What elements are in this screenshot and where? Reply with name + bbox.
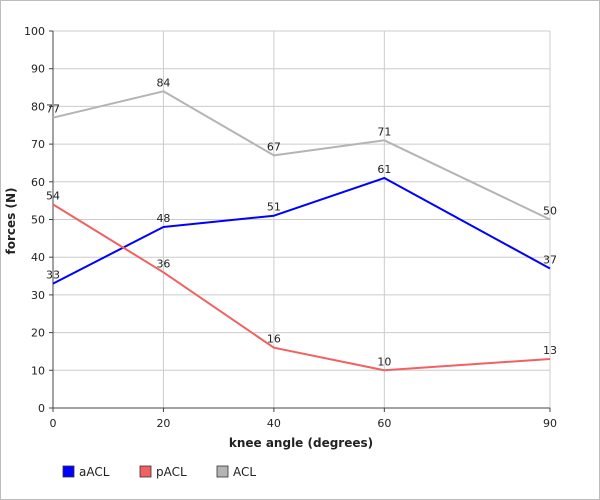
data-label-acl: 71 <box>377 125 391 138</box>
data-label-pacl: 13 <box>543 344 557 357</box>
y-axis-title: forces (N) <box>4 188 18 255</box>
axis-layer: 0 10 20 30 40 50 60 70 80 90 100 0 20 40 60 90 <box>24 25 557 430</box>
y-tick-label: 60 <box>31 176 45 189</box>
legend-label-acl: ACL <box>233 465 256 479</box>
data-label-aacl: 51 <box>267 201 281 214</box>
data-label-pacl: 54 <box>46 189 60 202</box>
x-tick-label: 40 <box>267 417 281 430</box>
y-tick-label: 50 <box>31 214 45 227</box>
data-label-layer: 33 48 51 61 37 54 36 16 10 13 77 84 67 71 50 <box>46 76 557 368</box>
y-tick-label: 10 <box>31 364 45 377</box>
series-line-acl <box>52 90 551 221</box>
x-tick-label: 90 <box>543 417 557 430</box>
legend: aACL pACL ACL <box>62 465 256 479</box>
data-label-acl: 67 <box>267 140 281 153</box>
legend-label-aacl: aACL <box>79 465 110 479</box>
x-tick-label: 20 <box>156 417 170 430</box>
y-tick-label: 0 <box>38 402 45 415</box>
y-tick-label: 40 <box>31 251 45 264</box>
data-label-pacl: 10 <box>377 355 391 368</box>
legend-label-pacl: pACL <box>156 465 187 479</box>
legend-swatch-pacl <box>139 465 152 478</box>
y-tick-label: 80 <box>31 100 45 113</box>
grid-layer <box>52 30 551 409</box>
y-tick-label: 70 <box>31 138 45 151</box>
data-label-acl: 50 <box>543 205 557 218</box>
series-line-aacl <box>52 177 551 285</box>
data-label-aacl: 33 <box>46 269 60 282</box>
y-tick-label: 30 <box>31 289 45 302</box>
x-axis-title: knee angle (degrees) <box>229 436 373 450</box>
data-label-acl: 84 <box>156 76 170 89</box>
x-tick-label: 60 <box>377 417 391 430</box>
data-label-pacl: 16 <box>267 333 281 346</box>
data-label-acl: 77 <box>46 103 60 116</box>
series-layer <box>52 90 551 372</box>
series-line-pacl <box>52 203 551 372</box>
x-tick-label: 0 <box>50 417 57 430</box>
data-label-pacl: 36 <box>156 257 170 270</box>
legend-swatch-acl <box>216 465 229 478</box>
y-tick-label: 20 <box>31 327 45 340</box>
data-label-aacl: 37 <box>543 254 557 267</box>
data-label-aacl: 61 <box>377 163 391 176</box>
data-label-aacl: 48 <box>156 212 170 225</box>
legend-swatch-aacl <box>62 465 75 478</box>
y-tick-label: 90 <box>31 63 45 76</box>
y-tick-label: 100 <box>24 25 45 38</box>
